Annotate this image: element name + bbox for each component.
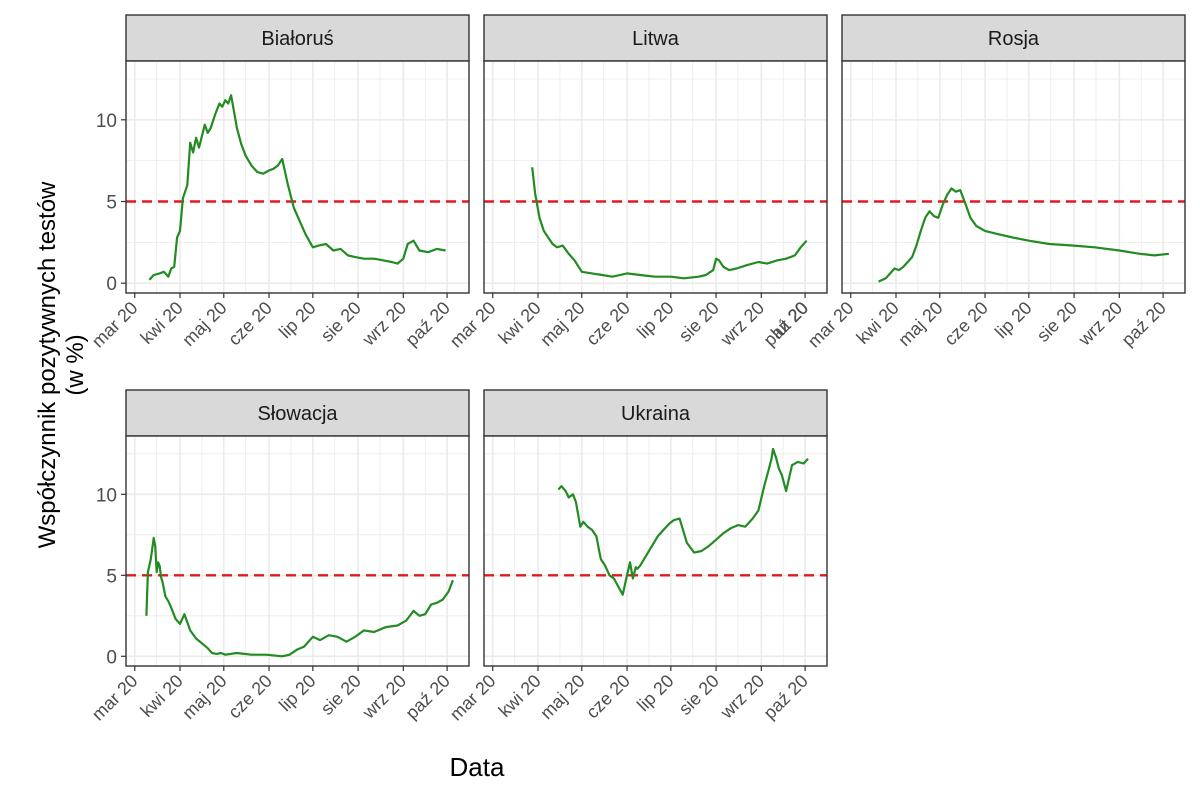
x-tick-label: lip 20 <box>275 298 320 343</box>
x-tick-label: lip 20 <box>633 298 678 343</box>
panel-frame <box>483 435 828 667</box>
x-tick-label: wrz 20 <box>1074 298 1126 350</box>
y-tick-label: 5 <box>106 193 117 214</box>
x-tick-label: lip 20 <box>633 671 678 716</box>
x-tick-label: cze 20 <box>940 298 992 350</box>
x-tick-label: mar 20 <box>804 298 858 352</box>
y-axis-title-line2: (w %) <box>62 334 89 396</box>
panel-background <box>126 61 469 293</box>
panel-background <box>484 61 827 293</box>
x-tick-label: cze 20 <box>224 298 276 350</box>
x-tick-label: kwi 20 <box>137 298 187 348</box>
y-tick-label: 0 <box>106 274 117 295</box>
x-tick-label: sie 20 <box>317 671 365 719</box>
series-line <box>878 187 1170 283</box>
panel-frame <box>125 435 470 667</box>
panel-background <box>484 436 827 666</box>
y-tick-label: 5 <box>106 566 117 587</box>
x-tick-label: paź 20 <box>402 671 454 723</box>
x-tick-label: mar 20 <box>446 671 500 725</box>
x-tick-label: maj 20 <box>536 298 588 350</box>
x-tick-label: cze 20 <box>582 671 634 723</box>
x-tick-label: wrz 20 <box>716 671 768 723</box>
x-tick-label: kwi 20 <box>853 298 903 348</box>
x-tick-label: wrz 20 <box>716 298 768 350</box>
y-tick-label: 10 <box>96 111 117 132</box>
panel-strip <box>125 14 470 62</box>
series-line <box>531 167 808 280</box>
x-tick-label: sie 20 <box>675 298 723 346</box>
x-tick-label: mar 20 <box>446 298 500 352</box>
panel-title: Ukraina <box>621 403 691 425</box>
panel-background <box>126 436 469 666</box>
series-line <box>148 94 446 281</box>
x-tick-label: sie 20 <box>675 671 723 719</box>
x-tick-label: kwi 20 <box>495 671 545 721</box>
x-tick-label: paź 20 <box>402 298 454 350</box>
x-tick-label: paź 20 <box>1118 298 1170 350</box>
y-axis-title: Współczynnik pozytywnych testów (w %) <box>0 0 130 800</box>
panel-title: Białoruś <box>261 28 333 50</box>
y-tick-label: 0 <box>106 647 117 668</box>
x-tick-label: maj 20 <box>178 298 230 350</box>
x-tick-label: lip 20 <box>275 671 320 716</box>
x-tick-label: maj 20 <box>894 298 946 350</box>
y-tick-label: 10 <box>96 485 117 506</box>
x-tick-label: paź 20 <box>760 671 812 723</box>
x-tick-label: kwi 20 <box>495 298 545 348</box>
series-line <box>557 447 809 596</box>
x-tick-label: maj 20 <box>536 671 588 723</box>
panel-frame <box>125 60 470 294</box>
panel-frame <box>841 60 1186 294</box>
panel-title: Litwa <box>632 28 680 50</box>
x-tick-label: cze 20 <box>224 671 276 723</box>
x-tick-label: kwi 20 <box>137 671 187 721</box>
x-tick-label: wrz 20 <box>358 671 410 723</box>
panel-strip <box>125 389 470 437</box>
x-tick-label: wrz 20 <box>358 298 410 350</box>
panel-title: Rosja <box>988 28 1040 50</box>
x-tick-label: sie 20 <box>1033 298 1081 346</box>
x-tick-label: cze 20 <box>582 298 634 350</box>
y-axis-title-line1: Współczynnik pozytywnych testów <box>34 181 61 549</box>
x-tick-label: maj 20 <box>178 671 230 723</box>
panel-frame <box>483 60 828 294</box>
x-tick-label: sie 20 <box>317 298 365 346</box>
panel-title: Słowacja <box>257 403 338 425</box>
x-axis-title: Data <box>449 752 505 782</box>
x-tick-label: lip 20 <box>991 298 1036 343</box>
series-line <box>145 536 454 658</box>
panel-strip <box>483 14 828 62</box>
panel-background <box>842 61 1185 293</box>
